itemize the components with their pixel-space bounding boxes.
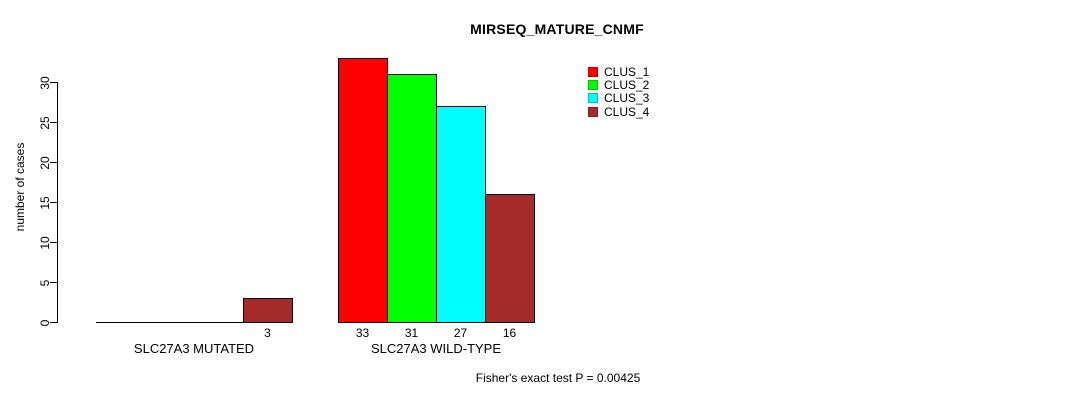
legend: CLUS_1 CLUS_2 CLUS_3 CLUS_4 [588,65,649,118]
y-axis-tick-label: 0 [38,319,52,326]
y-axis-tick [50,202,57,203]
bar-value-label: 31 [404,326,419,340]
zero-bar-line [194,322,244,323]
legend-label: CLUS_3 [604,91,650,106]
legend-swatch-clus_1 [588,66,598,77]
legend-label: CLUS_1 [604,64,650,79]
zero-bar-line [96,322,146,323]
y-axis-tick [50,122,57,123]
legend-swatch-clus_2 [588,79,598,90]
y-axis-title: number of cases [13,142,27,232]
bar-value-label: 3 [264,326,271,340]
zero-bar-line [145,322,195,323]
chart-title: MIRSEQ_MATURE_CNMF [470,21,644,37]
legend-item: CLUS_1 [588,65,649,78]
stat-annotation: Fisher's exact test P = 0.00425 [475,371,641,385]
bar-clus_2 [387,74,437,323]
legend-item: CLUS_3 [588,92,649,105]
y-axis-tick-label: 30 [38,75,52,90]
y-axis-tick-label: 5 [38,279,52,286]
legend-swatch-clus_4 [588,106,598,117]
bar-clus_4 [485,194,535,323]
y-axis-tick-label: 25 [38,115,52,130]
y-axis-tick [50,282,57,283]
y-axis-tick-label: 20 [38,155,52,170]
y-axis-tick [50,82,57,83]
bar-clus_4 [243,298,293,323]
x-category-label: SLC27A3 WILD-TYPE [370,341,502,356]
bar-clus_3 [436,106,486,323]
legend-item: CLUS_4 [588,105,649,118]
legend-label: CLUS_2 [604,77,650,92]
legend-label: CLUS_4 [604,104,650,119]
legend-swatch-clus_3 [588,93,598,104]
bar-clus_1 [338,58,388,323]
y-axis-tick-label: 15 [38,195,52,210]
y-axis-line [57,82,58,323]
bar-value-label: 33 [355,326,370,340]
legend-item: CLUS_2 [588,78,649,91]
y-axis-tick [50,162,57,163]
y-axis-tick [50,242,57,243]
x-category-label: SLC27A3 MUTATED [133,341,255,356]
bar-value-label: 16 [502,326,517,340]
y-axis-tick [50,322,57,323]
y-axis-tick-label: 10 [38,235,52,250]
bar-value-label: 27 [453,326,468,340]
